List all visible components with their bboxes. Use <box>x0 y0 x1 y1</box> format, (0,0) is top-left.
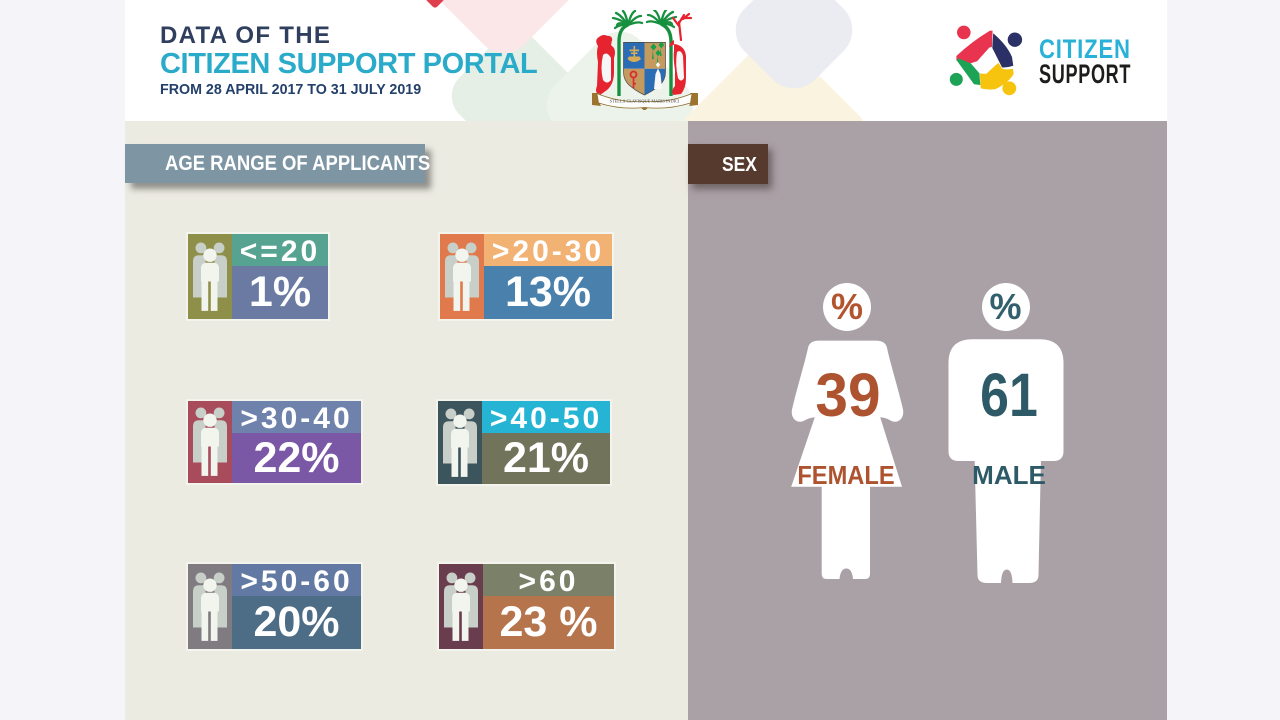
svg-text:STELLA CLAVISQUE MARIS INDICI: STELLA CLAVISQUE MARIS INDICI <box>610 99 680 104</box>
